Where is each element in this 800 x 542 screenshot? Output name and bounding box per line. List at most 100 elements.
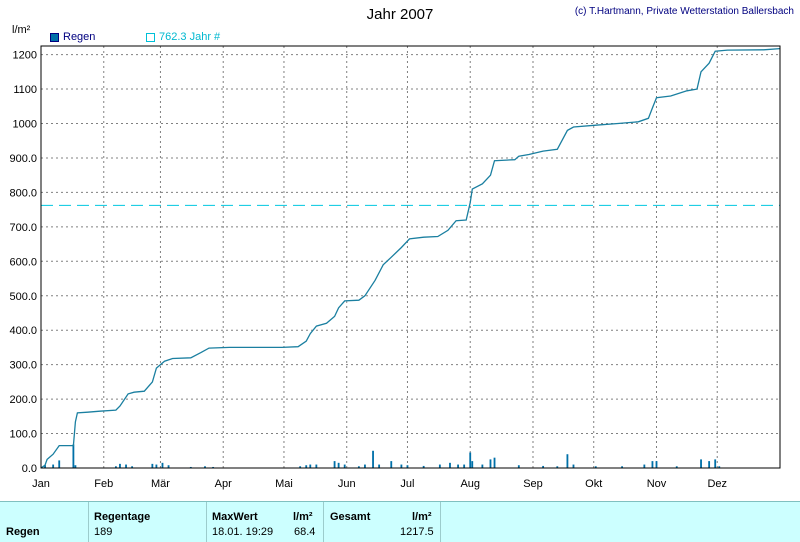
rain-bar [131, 466, 134, 468]
rain-bar [655, 461, 658, 468]
rain-bar [151, 463, 154, 468]
rain-bar [572, 464, 575, 468]
rain-bar [566, 454, 569, 468]
x-tick-label: Dez [707, 478, 727, 490]
legend-item-average: 762.3 Jahr # [146, 31, 220, 43]
max-value-amount: 68.4 [294, 526, 316, 538]
y-tick-labels: 0.0 100.0 200.0 300.0 400.0 500.0 600.0 700.0 80… [9, 50, 37, 475]
y-axis-unit: l/m² [12, 24, 31, 36]
rain-bar [643, 464, 646, 468]
rain-bar [481, 464, 484, 468]
rain-bar [469, 452, 472, 468]
y-tick-label: 200.0 [9, 394, 37, 406]
total-header: Gesamt [330, 511, 371, 523]
summary-divider [323, 502, 324, 542]
rain-bar [155, 464, 158, 468]
y-tick-label: 500.0 [9, 291, 37, 303]
x-tick-label: Mär [151, 478, 170, 490]
rain-bar [364, 464, 366, 468]
x-tick-label: Aug [460, 478, 480, 490]
rain-bar [675, 466, 678, 468]
rain-bar [337, 462, 340, 468]
summary-divider [440, 502, 441, 542]
summary-row-label: Regen [6, 526, 40, 538]
x-tick-label: Jul [400, 478, 414, 490]
rain-bar [305, 465, 308, 468]
rain-bar [449, 462, 451, 468]
rain-bar [74, 465, 77, 468]
x-tick-label: Nov [647, 478, 667, 490]
x-tick-label: Feb [94, 478, 113, 490]
rain-bar [400, 464, 403, 468]
rain-bar [125, 464, 127, 468]
x-tick-labels: Jan Feb Mär Apr Mai Jun Jul Aug Sep Okt Nov Dez [32, 478, 727, 490]
x-tick-label: Jun [338, 478, 356, 490]
legend-swatch-rain [50, 32, 59, 42]
chart-title: Jahr 2007 [366, 6, 434, 23]
y-tick-label: 400.0 [9, 325, 37, 337]
rain-bar [708, 461, 711, 468]
rain-bar [58, 460, 61, 468]
y-tick-label: 100.0 [9, 429, 37, 441]
rain-bar [542, 465, 545, 468]
rain-bar [204, 466, 206, 468]
rain-bar [72, 444, 75, 468]
y-tick-label: 300.0 [9, 360, 37, 372]
rain-bar [299, 466, 302, 468]
rain-bar [309, 464, 312, 468]
daily-rain-bars [44, 444, 721, 468]
rain-bar [517, 465, 520, 468]
rain-bar [212, 466, 215, 468]
rain-bar [333, 461, 336, 468]
rain-bar [115, 466, 117, 468]
grid-lines [41, 46, 780, 468]
y-tick-label: 1100 [13, 84, 37, 96]
plot-frame [40, 45, 781, 469]
rain-bar [714, 459, 717, 468]
rain-bar [594, 466, 597, 468]
rain-bar [621, 466, 623, 468]
rain-bar [44, 465, 46, 468]
y-tick-label: 800.0 [9, 187, 37, 199]
legend-item-rain: Regen [50, 31, 95, 43]
max-value-date: 18.01. 19:29 [212, 526, 274, 538]
x-tick-label: Apr [215, 478, 232, 490]
cumulative-rain-line [40, 47, 781, 469]
rain-bar [471, 461, 474, 468]
rain-bar [700, 459, 702, 468]
rain-bar [406, 465, 409, 468]
y-tick-label: 600.0 [9, 256, 37, 268]
rain-bar [463, 464, 466, 468]
x-tick-label: Okt [585, 478, 602, 490]
rain-bar [718, 466, 721, 468]
y-tick-label: 0.0 [22, 463, 37, 475]
rain-bar [493, 457, 496, 468]
max-value-unit: l/m² [293, 511, 313, 523]
rain-bar [189, 466, 192, 468]
max-value-header: MaxWert [212, 511, 258, 523]
rain-days-value: 189 [94, 526, 113, 538]
copyright-text: (c) T.Hartmann, Private Wetterstation Ba… [574, 6, 794, 17]
rain-bar [489, 459, 492, 468]
y-tick-label: 700.0 [9, 222, 37, 234]
rain-bar [651, 461, 654, 468]
rain-bar [457, 464, 459, 468]
summary-divider [206, 502, 207, 542]
rain-bar [357, 466, 360, 468]
rain-bar [343, 464, 346, 468]
summary-divider [88, 502, 89, 542]
rain-days-header: Regentage [94, 511, 151, 523]
rain-bar [422, 465, 425, 468]
legend-swatch-average [146, 32, 155, 42]
legend-label-rain: Regen [63, 31, 96, 43]
x-tick-label: Mai [275, 478, 293, 490]
total-value: 1217.5 [400, 526, 434, 538]
rain-bar [378, 464, 381, 468]
rain-bar [161, 462, 164, 468]
summary-panel: Regen Regentage 189 MaxWert l/m² 18.01. … [0, 501, 800, 542]
rain-bar [52, 464, 55, 468]
rain-bar [167, 465, 170, 468]
y-tick-label: 1200 [13, 50, 37, 62]
rain-bar [556, 466, 559, 468]
rain-chart: 0.0 100.0 200.0 300.0 400.0 500.0 600.0 700.0 80… [9, 45, 781, 490]
